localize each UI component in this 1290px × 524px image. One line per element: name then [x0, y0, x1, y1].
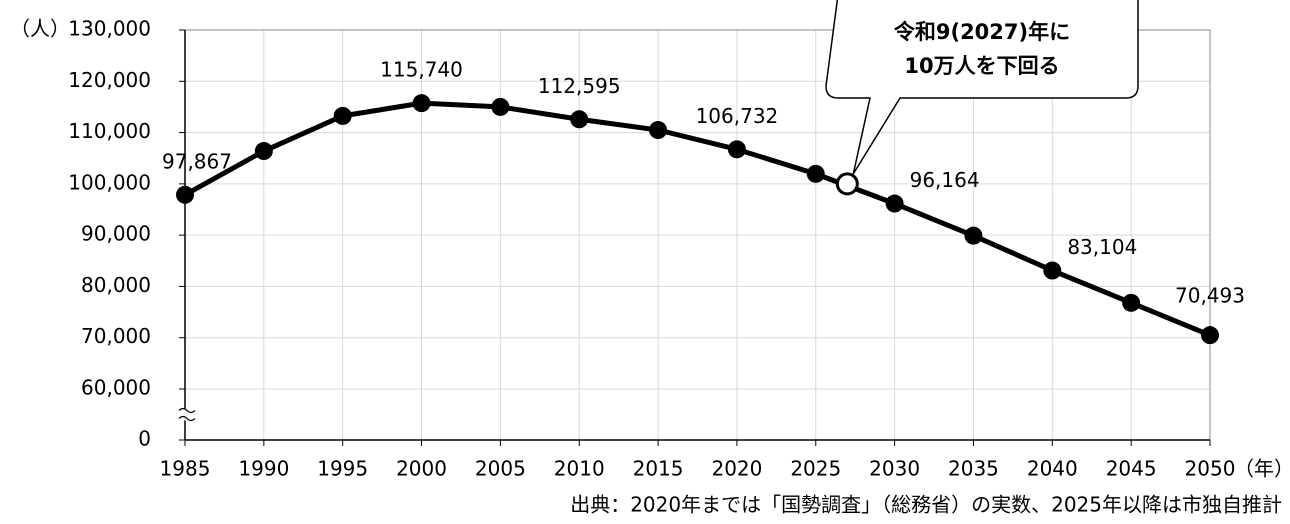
callout-text: 10万人を下回る: [904, 54, 1059, 78]
data-label: 70,493: [1175, 284, 1245, 308]
x-tick-label: 1995: [317, 457, 368, 481]
x-tick-label: 2000: [396, 457, 447, 481]
x-tick-label: 2005: [475, 457, 526, 481]
source-note: 出典：2020年までは「国勢調査」（総務省）の実数、2025年以降は市独自推計: [570, 493, 1282, 517]
y-tick-label: 100,000: [68, 170, 151, 194]
data-point: [333, 106, 352, 125]
data-point: [727, 140, 746, 159]
data-point: [491, 97, 510, 116]
data-point: [885, 194, 904, 213]
annotation-point: [835, 172, 859, 196]
y-tick-label: 90,000: [81, 222, 151, 246]
callout-text: 令和9(2027)年に: [894, 20, 1070, 44]
callout: [825, 0, 1139, 175]
data-label: 97,867: [162, 149, 232, 173]
y-tick-label: 0: [138, 427, 151, 451]
x-tick-label: 2025: [790, 457, 841, 481]
y-tick-label: 120,000: [68, 68, 151, 92]
data-label: 96,164: [910, 168, 980, 192]
y-tick-label: 130,000: [68, 17, 151, 41]
x-tick-label: 1985: [160, 457, 211, 481]
x-unit: （年）: [1234, 457, 1290, 481]
data-point: [964, 226, 983, 245]
y-tick-label: 70,000: [81, 324, 151, 348]
x-tick-label: 2030: [869, 457, 920, 481]
axis-break-gap: [179, 408, 191, 421]
data-point: [649, 121, 668, 140]
x-tick-label: 2035: [948, 457, 999, 481]
x-tick-label: 2045: [1106, 457, 1157, 481]
data-label: 106,732: [696, 104, 779, 128]
data-point: [412, 94, 431, 113]
data-point: [1201, 326, 1219, 345]
data-label: 112,595: [538, 74, 621, 98]
data-point: [176, 185, 194, 204]
x-tick-label: 1990: [238, 457, 289, 481]
y-tick-label: 80,000: [81, 273, 151, 297]
axis-break: [178, 407, 196, 422]
x-tick-label: 2010: [554, 457, 605, 481]
data-label: 83,104: [1067, 235, 1137, 259]
data-point: [1043, 261, 1062, 280]
y-tick-label: 60,000: [81, 376, 151, 400]
data-label: 115,740: [380, 58, 463, 82]
y-tick-label: 110,000: [68, 119, 151, 143]
x-tick-label: 2050: [1185, 457, 1236, 481]
data-point: [806, 164, 825, 183]
series-line: [183, 100, 1211, 338]
data-point: [1122, 293, 1141, 312]
y-unit: （人）: [10, 17, 70, 41]
x-tick-label: 2040: [1027, 457, 1078, 481]
data-point: [570, 110, 589, 129]
x-tick-label: 2015: [633, 457, 684, 481]
data-point: [254, 142, 273, 161]
x-tick-label: 2020: [711, 457, 762, 481]
